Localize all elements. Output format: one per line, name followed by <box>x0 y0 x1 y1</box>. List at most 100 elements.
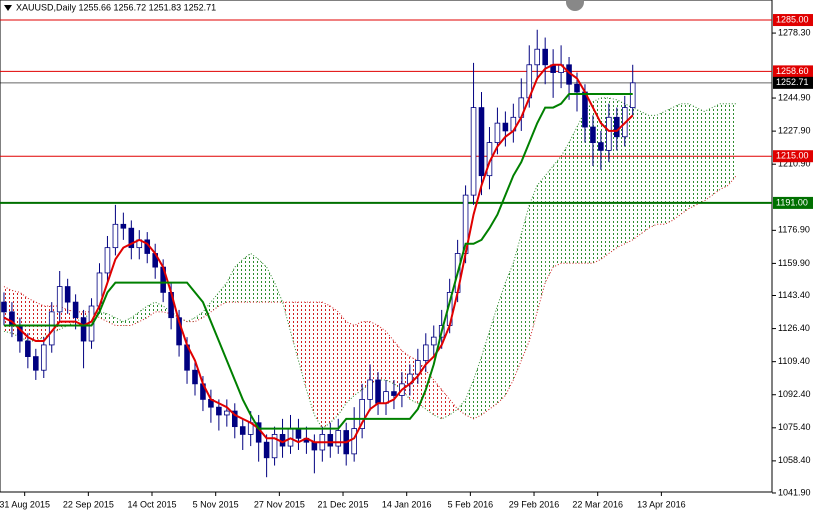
y-tick-label: 1244.90 <box>778 92 811 102</box>
candle-body <box>367 379 373 400</box>
x-tick-label: 22 Mar 2016 <box>572 499 623 509</box>
cloud-bearish <box>27 298 36 342</box>
candle-body <box>216 406 222 416</box>
y-tick-label: 1227.90 <box>778 125 811 135</box>
candle-body <box>542 48 548 66</box>
candle-body <box>375 379 381 404</box>
cloud-bearish <box>298 302 307 390</box>
y-tick-label: 1278.30 <box>778 27 811 37</box>
x-tick-label: 5 Feb 2016 <box>448 499 494 509</box>
cloud-bullish <box>139 306 148 322</box>
candle-body <box>335 430 342 447</box>
candle-body <box>112 223 119 249</box>
candle-body <box>80 317 87 342</box>
cloud-bullish <box>258 259 267 303</box>
x-tick-label: 5 Nov 2015 <box>193 499 239 509</box>
cloud-bullish <box>115 317 124 326</box>
level-label-box <box>773 65 813 78</box>
cloud-bullish <box>123 317 132 326</box>
candle-body <box>359 398 365 429</box>
cloud-bullish <box>521 204 530 361</box>
cloud-bullish <box>99 311 108 322</box>
x-tick-label: 13 Apr 2016 <box>637 499 686 509</box>
cloud-bullish <box>569 127 578 264</box>
cloud-bullish <box>489 306 498 410</box>
cloud-bearish <box>393 341 402 390</box>
candle-body <box>72 301 79 319</box>
candle-body <box>25 340 31 357</box>
cloud-bullish <box>553 156 562 268</box>
cloud-bullish <box>672 103 681 221</box>
cloud-bullish <box>720 103 729 190</box>
level-label-box <box>773 196 813 209</box>
cloud-bearish <box>362 321 371 390</box>
cloud-bullish <box>187 317 195 322</box>
y-tick-label: 1126.40 <box>778 323 810 333</box>
cloud-bearish <box>290 302 299 361</box>
scroll-button[interactable] <box>566 0 584 11</box>
candle-body <box>494 122 501 144</box>
cloud-bearish <box>386 331 394 384</box>
candle-body <box>120 223 127 229</box>
level-label: 1285.00 <box>776 14 809 24</box>
candle-body <box>192 369 198 385</box>
indicator-line <box>3 92 633 430</box>
cloud-bullish <box>473 356 482 419</box>
candle-body <box>391 391 397 396</box>
cloud-bearish <box>314 302 323 429</box>
candle-body <box>534 48 541 66</box>
cloud-bearish <box>330 306 339 423</box>
cloud-bullish <box>210 292 219 312</box>
candle-body <box>239 426 246 435</box>
candle-body <box>470 107 477 196</box>
cloud-bullish <box>234 259 243 303</box>
cloud-bearish <box>378 325 386 380</box>
candle-body <box>590 126 596 144</box>
candle-body <box>263 441 270 459</box>
candle-body <box>271 434 278 459</box>
cloud-bearish <box>370 321 379 384</box>
x-tick-label: 29 Feb 2016 <box>509 499 560 509</box>
candle-body <box>415 360 421 375</box>
cloud-bearish <box>35 302 44 342</box>
x-tick-label: 14 Jan 2016 <box>382 499 432 509</box>
candle-body <box>351 428 357 455</box>
cloud-bullish <box>250 253 259 303</box>
candle-body <box>606 116 612 151</box>
candle-body <box>478 107 485 177</box>
cloud-bullish <box>497 282 506 404</box>
level-label-box <box>773 76 813 89</box>
candle-body <box>614 116 620 138</box>
menu-arrow[interactable] <box>4 5 12 11</box>
candle-body <box>327 434 334 447</box>
candle-body <box>598 142 604 151</box>
y-tick-label: 1092.40 <box>778 389 811 399</box>
candle-body <box>430 336 437 346</box>
cloud-bullish <box>680 103 689 215</box>
cloud-bullish <box>529 185 538 342</box>
candle-body <box>502 122 509 132</box>
candle-body <box>128 227 135 249</box>
cloud-bullish <box>545 165 554 283</box>
level-label-box <box>773 150 813 163</box>
cloud-bullish <box>242 253 251 303</box>
cloud-bullish <box>640 111 649 235</box>
cloud-bullish <box>218 282 227 307</box>
x-tick-label: 27 Nov 2015 <box>254 499 305 509</box>
cloud-bullish <box>147 302 156 318</box>
cloud-bullish <box>194 311 203 322</box>
cloud-bullish <box>704 107 713 201</box>
y-tick-label: 1143.40 <box>778 290 810 300</box>
candle-body <box>40 344 47 371</box>
y-tick-label: 1210.90 <box>778 159 811 169</box>
level-label: 1191.00 <box>776 197 808 207</box>
cloud-bearish <box>346 321 355 404</box>
candle-body <box>279 434 286 447</box>
y-tick-label: 1159.90 <box>778 258 810 268</box>
cloud-bullish <box>664 107 673 225</box>
x-tick-label: 22 Sep 2015 <box>63 499 114 509</box>
candle-body <box>224 410 230 416</box>
level-label: 1252.71 <box>776 77 809 87</box>
cloud-edge <box>3 175 737 420</box>
cloud-bearish <box>441 389 450 419</box>
